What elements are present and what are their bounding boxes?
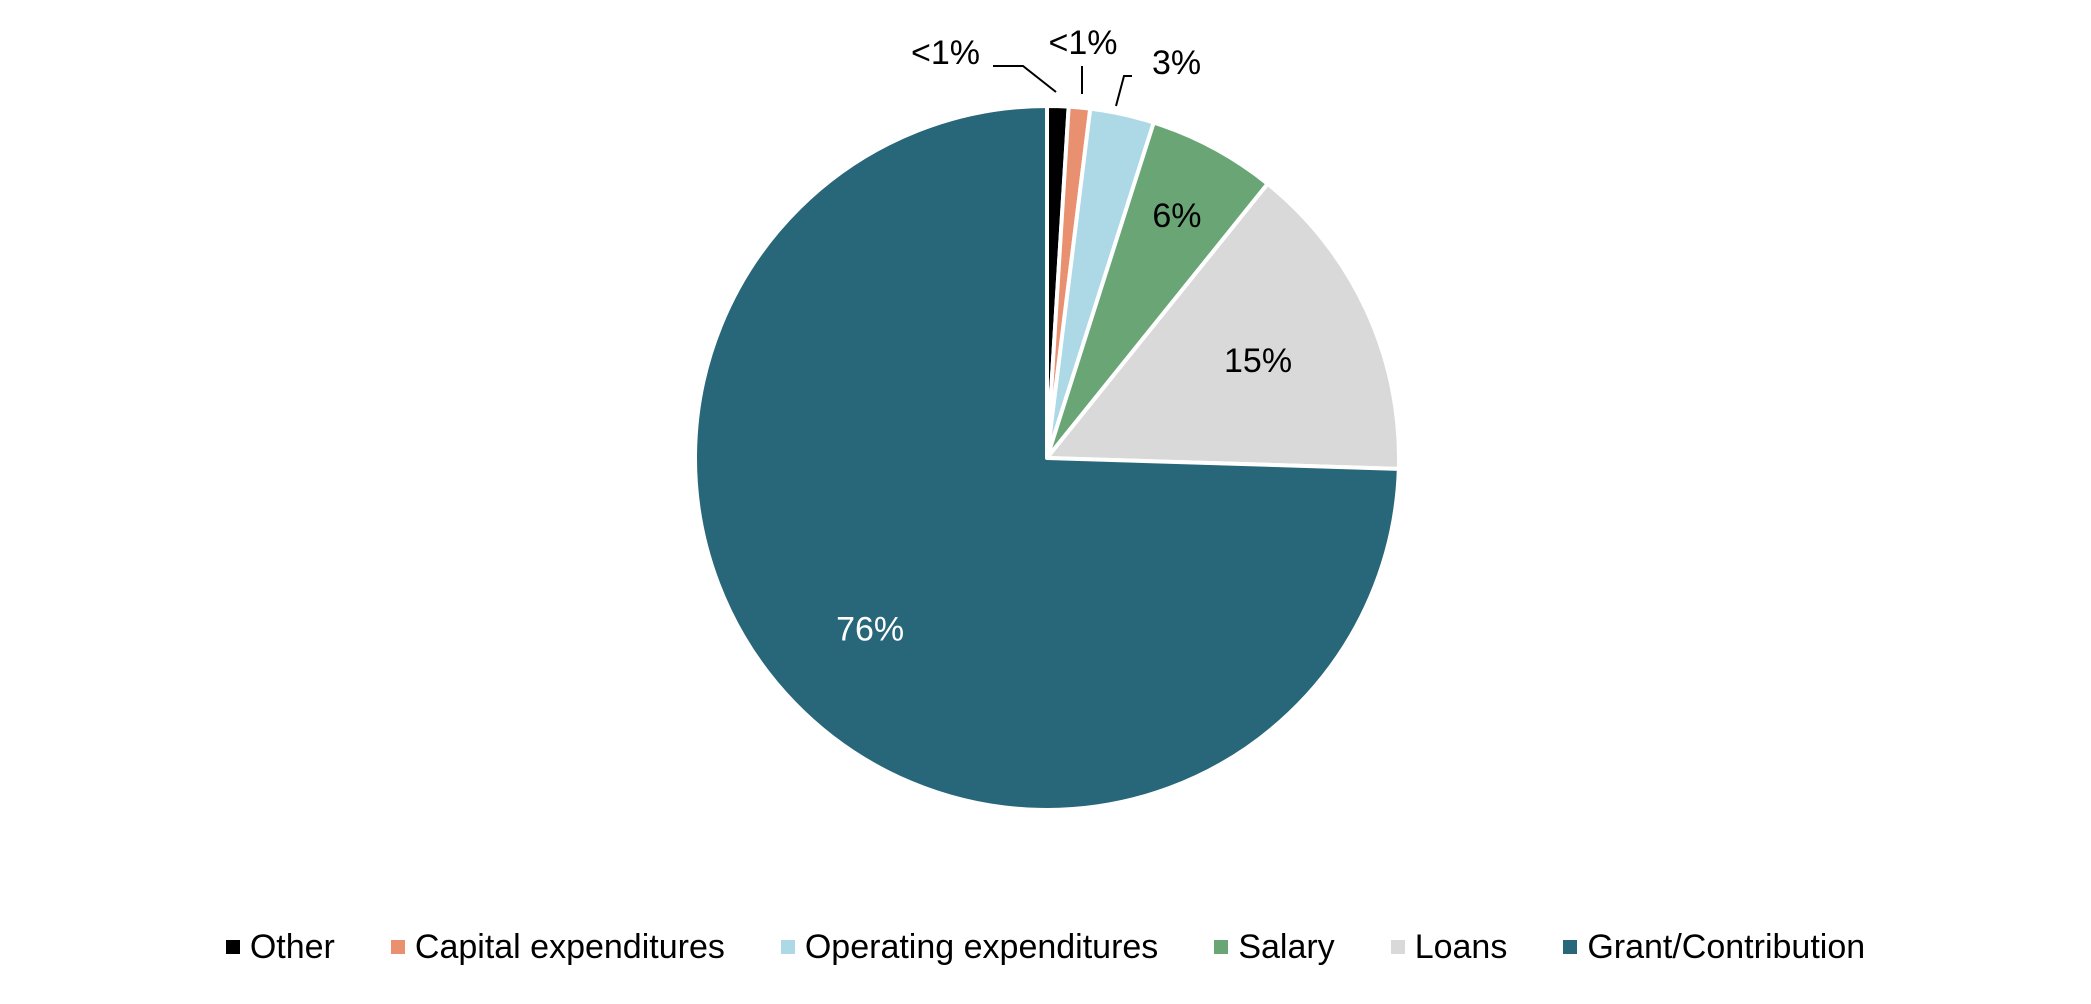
pie-slice-loans	[1045, 181, 1401, 471]
leader-line-operating-expenditures	[1115, 75, 1132, 107]
pie-slice-grant-contribution	[693, 104, 1401, 812]
slice-label-operating-expenditures: 3%	[1152, 44, 1201, 82]
legend-swatch-other	[225, 940, 240, 954]
legend-item-operating-expenditures: Operating expenditures	[780, 927, 1159, 967]
legend-label-operating-expenditures: Operating expenditures	[804, 927, 1159, 966]
legend-item-capital-expenditures: Capital expenditures	[390, 927, 725, 967]
legend-swatch-capital-expenditures	[390, 940, 405, 954]
slice-label-loans: 15%	[1224, 342, 1292, 380]
legend-label-salary: Salary	[1238, 927, 1335, 966]
legend-swatch-operating-expenditures	[780, 940, 795, 954]
legend-item-grant-contribution: Grant/Contribution	[1563, 928, 1865, 967]
legend-swatch-grant-contribution	[1563, 940, 1578, 954]
legend-label-loans: Loans	[1414, 927, 1508, 966]
legend-swatch-salary	[1214, 940, 1229, 954]
slice-label-capital-expenditures: <1%	[1049, 24, 1118, 62]
legend-label-other: Other	[249, 927, 335, 966]
slice-label-other: <1%	[911, 34, 980, 72]
legend-item-salary: Salary	[1214, 927, 1335, 967]
legend-label-grant-contribution: Grant/Contribution	[1587, 927, 1866, 966]
slice-label-grant-contribution: 76%	[836, 611, 904, 649]
slice-label-salary: 6%	[1152, 197, 1201, 235]
chart-legend: Other Capital expenditures Operating expen…	[0, 922, 2091, 972]
legend-item-other: Other	[225, 927, 335, 967]
legend-label-capital-expenditures: Capital expenditures	[414, 927, 725, 966]
legend-item-loans: Loans	[1390, 927, 1508, 967]
leader-line-other	[993, 65, 1057, 93]
pie-slice-salary	[1045, 120, 1270, 460]
legend-swatch-loans	[1390, 940, 1405, 954]
